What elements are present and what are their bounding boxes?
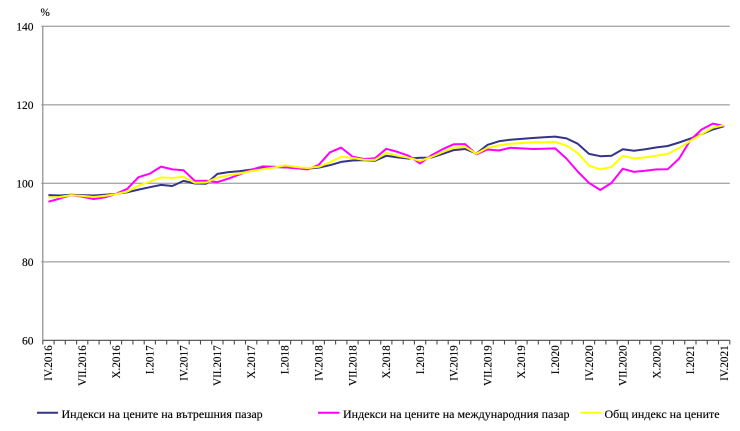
svg-text:100: 100 — [16, 178, 34, 190]
svg-text:IV.2017: IV.2017 — [178, 345, 190, 381]
svg-text:60: 60 — [22, 335, 34, 347]
svg-text:VII.2019: VII.2019 — [482, 345, 494, 386]
svg-text:X.2020: X.2020 — [651, 345, 663, 379]
svg-text:VII.2017: VII.2017 — [212, 345, 224, 386]
svg-text:Индекси на цените на вътрешния: Индекси на цените на вътрешния пазар — [62, 407, 263, 421]
svg-text:VII.2020: VII.2020 — [618, 345, 630, 386]
svg-text:IV.2019: IV.2019 — [449, 345, 461, 381]
svg-text:I.2018: I.2018 — [280, 345, 292, 374]
svg-text:IV.2020: IV.2020 — [584, 345, 596, 381]
svg-text:IV.2021: IV.2021 — [719, 345, 731, 381]
svg-text:I.2019: I.2019 — [415, 345, 427, 374]
svg-text:I.2020: I.2020 — [550, 345, 562, 374]
svg-text:I.2017: I.2017 — [145, 345, 157, 374]
svg-text:140: 140 — [16, 21, 34, 33]
svg-text:120: 120 — [16, 100, 34, 112]
svg-text:I.2021: I.2021 — [685, 345, 697, 374]
svg-text:Индекси на цените на междунаро: Индекси на цените на международния пазар — [343, 407, 569, 421]
svg-text:Общ индекс на цените: Общ индекс на цените — [605, 407, 720, 421]
svg-text:X.2019: X.2019 — [516, 345, 528, 379]
svg-text:80: 80 — [22, 257, 34, 269]
svg-text:IV.2018: IV.2018 — [314, 345, 326, 381]
svg-text:IV.2016: IV.2016 — [43, 345, 55, 381]
svg-text:X.2016: X.2016 — [111, 345, 123, 379]
svg-text:VII.2018: VII.2018 — [347, 345, 359, 386]
svg-text:X.2017: X.2017 — [246, 345, 258, 379]
svg-text:X.2018: X.2018 — [381, 345, 393, 379]
svg-text:VII.2016: VII.2016 — [77, 345, 89, 386]
svg-text:%: % — [41, 7, 50, 19]
